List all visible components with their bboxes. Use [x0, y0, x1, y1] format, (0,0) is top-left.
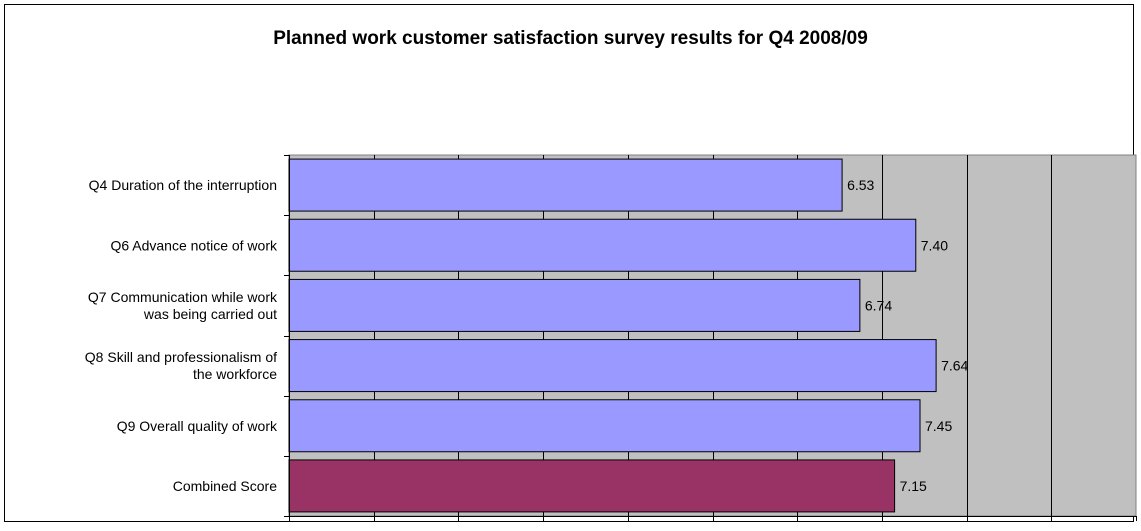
bar	[288, 158, 843, 212]
plot-background	[288, 154, 1137, 517]
plot-area	[288, 154, 1137, 517]
data-label: 7.15	[900, 478, 927, 494]
bar	[288, 459, 896, 513]
bars	[288, 158, 937, 513]
category-label: the workforce	[193, 366, 277, 382]
data-label: 7.40	[921, 237, 948, 253]
bar	[288, 339, 937, 393]
category-label: Q8 Skill and professionalism of	[85, 349, 277, 365]
data-label: 6.74	[865, 297, 892, 313]
gridlines	[374, 155, 1052, 516]
data-label: 7.64	[941, 358, 968, 374]
bar	[288, 218, 917, 272]
labels: 6.53 Q4 Duration of the interruption 7.40 Q…	[85, 177, 969, 494]
category-label: Q6 Advance notice of work	[110, 237, 278, 253]
bar	[288, 278, 861, 332]
category-label: was being carried out	[143, 306, 277, 322]
category-label: Q7 Communication while work	[88, 289, 278, 305]
data-label: 6.53	[847, 177, 874, 193]
bar	[288, 399, 921, 453]
axes	[284, 155, 1137, 521]
category-label: Q4 Duration of the interruption	[89, 177, 277, 193]
category-label: Combined Score	[173, 478, 277, 494]
category-label: Q9 Overall quality of work	[117, 418, 278, 434]
chart-title: Planned work customer satisfaction surve…	[273, 28, 868, 49]
data-label: 7.45	[925, 418, 952, 434]
